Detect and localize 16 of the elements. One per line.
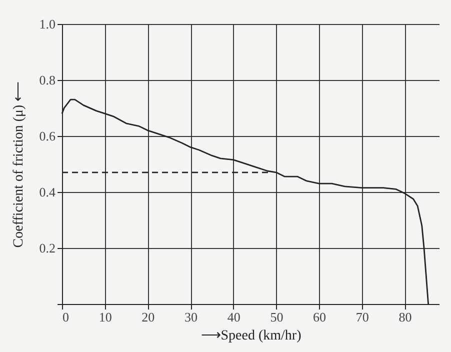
y-tick-label: 0.8 <box>39 72 56 88</box>
x-tick-label: 30 <box>184 310 198 324</box>
x-tick-label: 0 <box>62 310 69 324</box>
x-tick-label: 60 <box>313 310 326 324</box>
x-tick-label: 20 <box>142 310 155 324</box>
x-tick-label: 70 <box>356 310 369 324</box>
y-tick-label: 0.6 <box>39 128 56 144</box>
x-tick-label: 10 <box>98 310 112 324</box>
y-axis-title: Coefficient of friction (μ) ⟵ <box>11 81 26 248</box>
x-tick-label: 80 <box>398 310 412 324</box>
y-tick-label: 0.2 <box>39 240 56 256</box>
y-tick-label: 1.0 <box>39 16 56 32</box>
y-tick-label: 0.4 <box>39 184 56 200</box>
x-axis-title: ⟶Speed (km/hr) <box>200 328 302 344</box>
x-tick-label: 50 <box>270 310 284 324</box>
x-tick-label: 40 <box>227 310 240 324</box>
